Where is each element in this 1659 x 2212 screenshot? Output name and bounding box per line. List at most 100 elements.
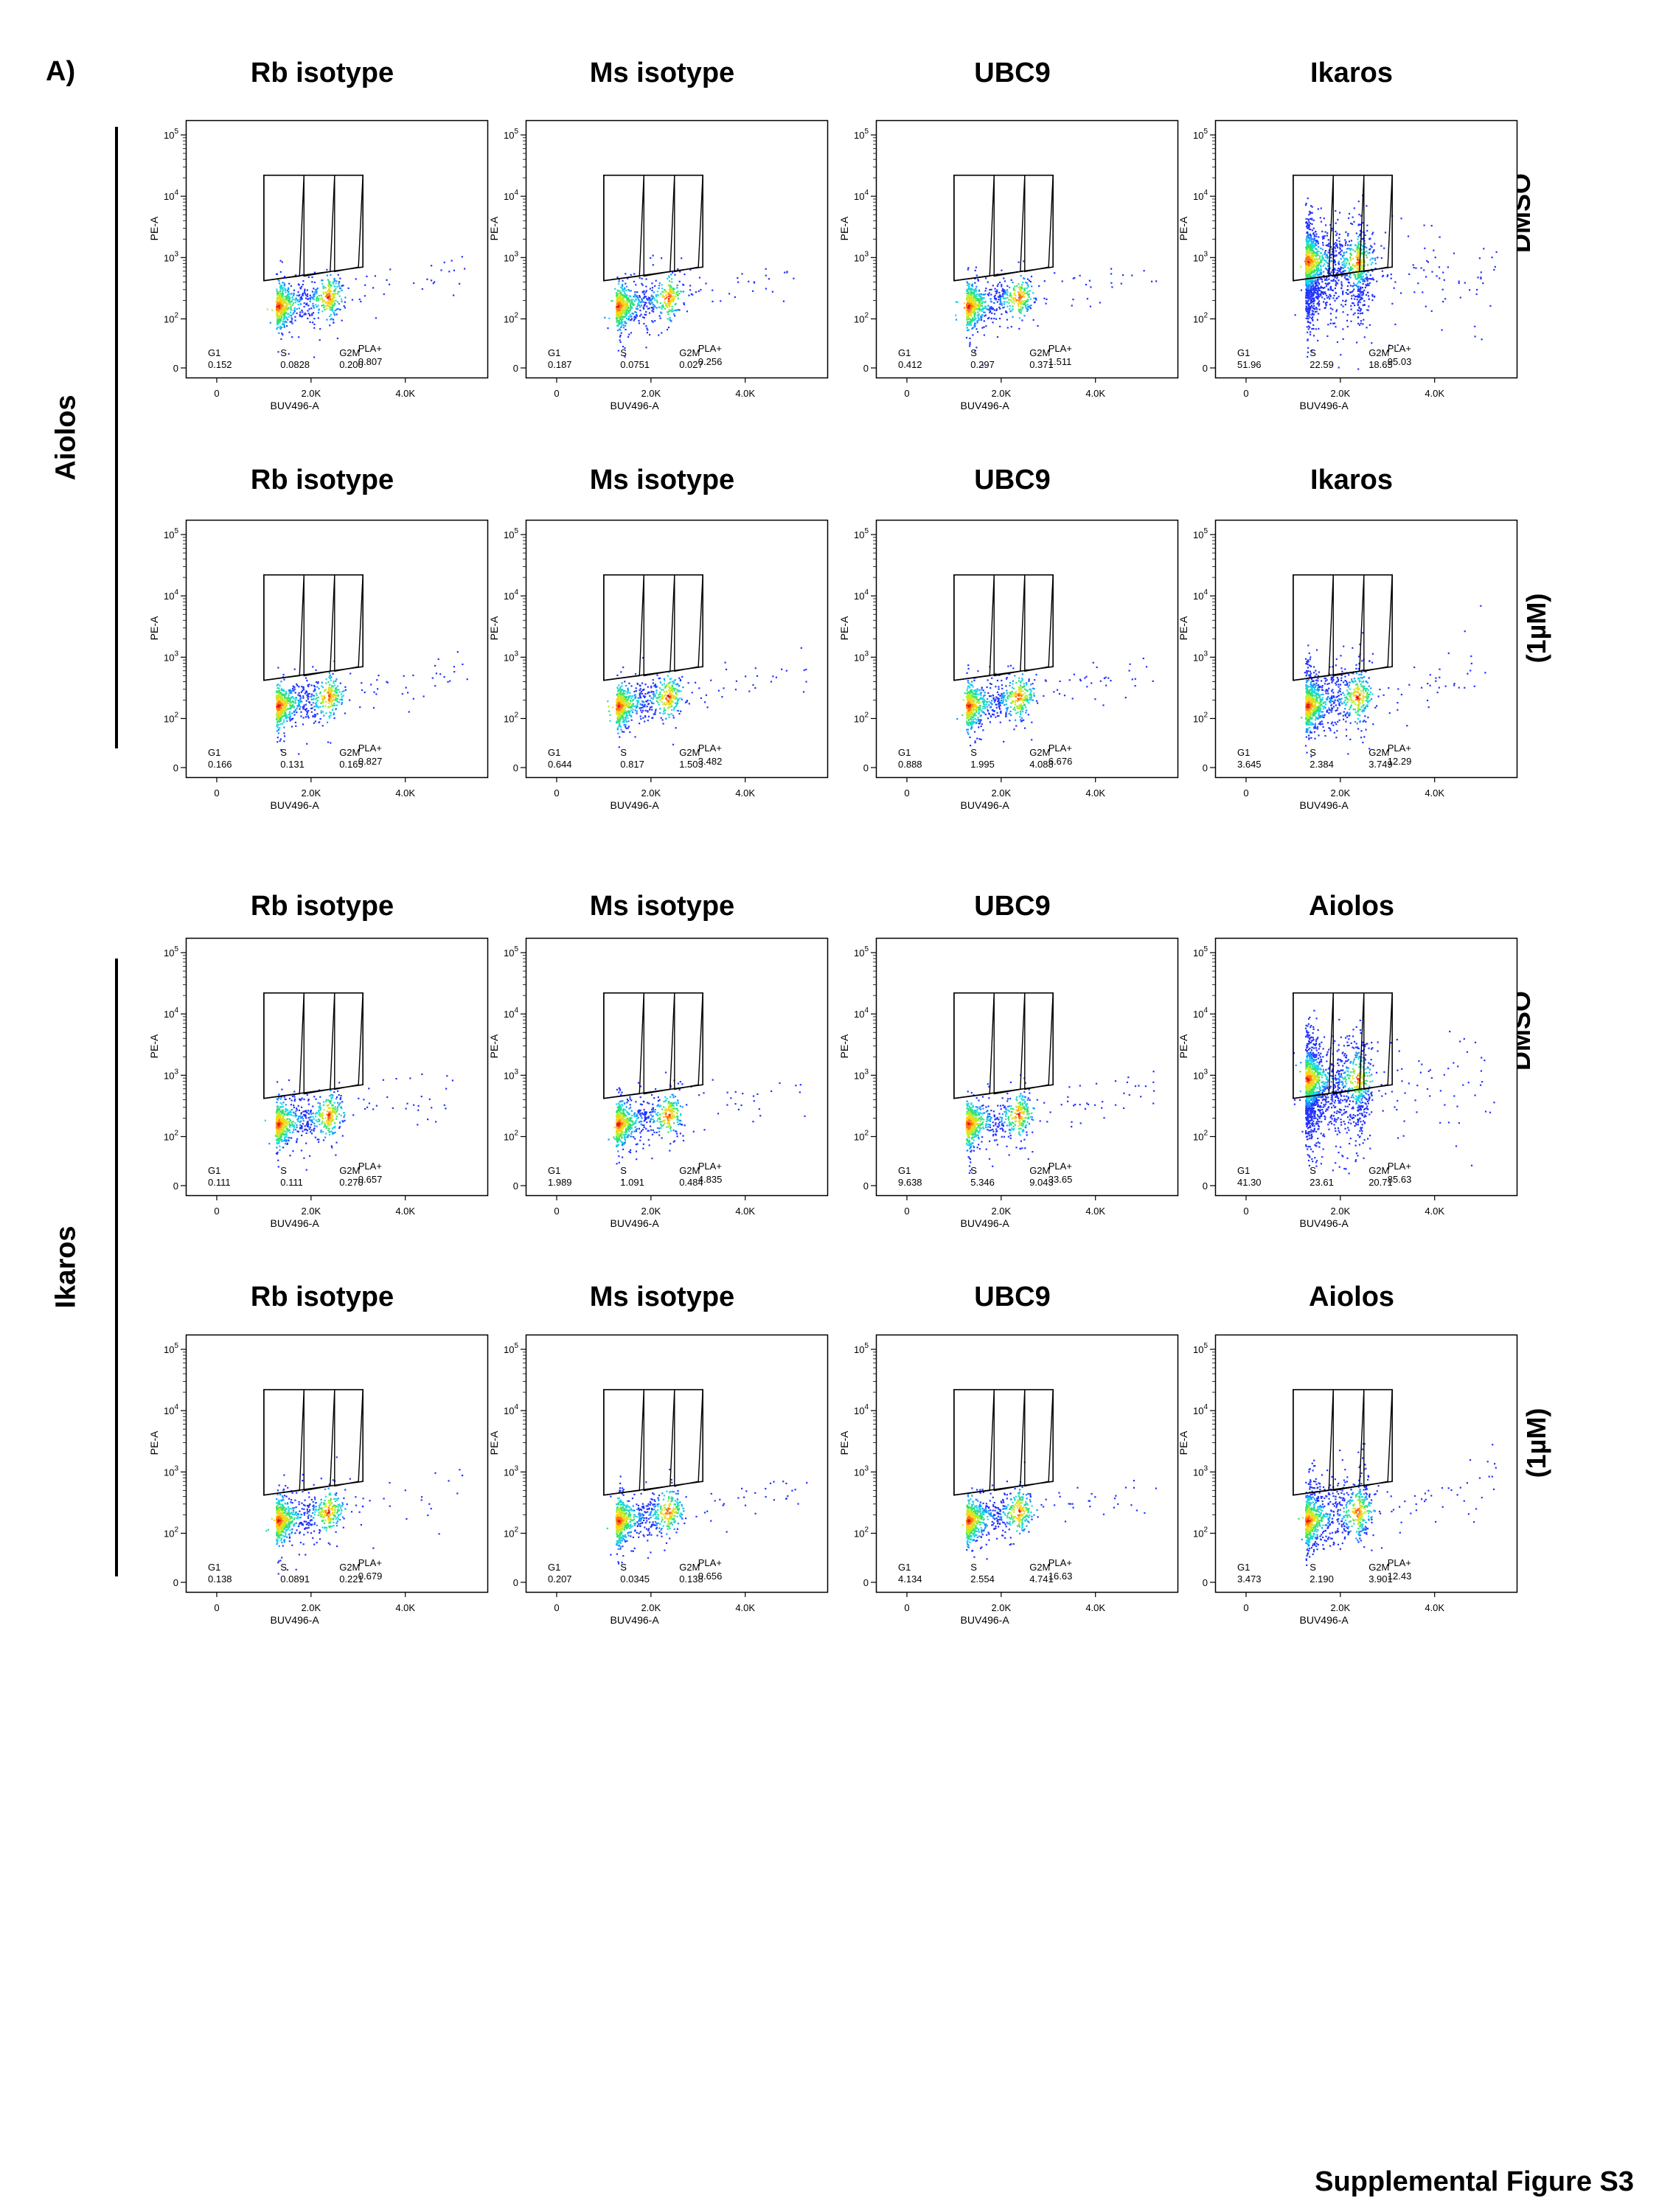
scatter-point <box>1335 285 1337 287</box>
scatter-point <box>431 265 433 267</box>
scatter-point <box>617 293 619 295</box>
scatter-point <box>335 288 337 290</box>
scatter-point <box>1329 307 1332 310</box>
scatter-point <box>321 681 323 684</box>
scatter-point <box>664 302 666 305</box>
scatter-point <box>625 282 627 285</box>
scatter-point <box>1339 247 1341 249</box>
scatter-point <box>1336 232 1338 234</box>
x-tick-label: 0 <box>1243 388 1248 399</box>
scatter-point <box>282 289 285 291</box>
scatter-point <box>386 279 388 281</box>
scatter-point <box>383 293 385 296</box>
scatter-point <box>308 684 310 686</box>
scatter-point <box>635 317 637 319</box>
scatter-point <box>1099 302 1101 304</box>
scatter-point <box>333 690 335 692</box>
scatter-point <box>324 291 327 293</box>
scatter-point <box>1307 297 1309 299</box>
scatter-point <box>282 689 284 692</box>
scatter-point <box>980 293 983 295</box>
scatter-point <box>1354 305 1356 307</box>
scatter-points <box>955 260 1158 366</box>
scatter-point <box>341 699 344 701</box>
scatter-point <box>291 300 293 302</box>
scatter-point <box>969 305 971 307</box>
scatter-point <box>634 300 636 302</box>
scatter-point <box>1006 301 1008 303</box>
scatter-point <box>1310 299 1312 302</box>
scatter-point <box>973 289 976 291</box>
scatter-point <box>1315 273 1318 276</box>
scatter-point <box>279 740 281 742</box>
scatter-point <box>765 274 767 276</box>
scatter-point <box>661 288 664 290</box>
scatter-point <box>626 294 628 296</box>
scatter-point <box>1357 241 1360 243</box>
scatter-point <box>1480 277 1482 279</box>
scatter-point <box>1430 225 1433 227</box>
scatter-point <box>974 350 976 352</box>
scatter-point <box>672 293 675 295</box>
scatter-point <box>1357 312 1360 315</box>
scatter-point <box>1015 300 1018 302</box>
scatter-point <box>987 309 990 311</box>
scatter-point <box>998 299 1000 301</box>
scatter-point <box>1319 255 1321 257</box>
scatter-point <box>293 294 295 296</box>
scatter-point <box>1307 331 1309 333</box>
y-tick-label: 104 <box>1193 189 1208 202</box>
scatter-point <box>280 706 282 709</box>
scatter-point <box>276 687 279 689</box>
scatter-point <box>1035 299 1037 301</box>
scatter-point <box>1357 246 1359 248</box>
scatter-point <box>659 317 661 319</box>
scatter-point <box>1417 282 1419 285</box>
scatter-point <box>283 325 285 327</box>
scatter-point <box>338 282 340 285</box>
scatter-point <box>622 293 624 296</box>
scatter-point <box>989 308 991 310</box>
scatter-point <box>619 318 621 320</box>
scatter-point <box>1343 254 1345 257</box>
scatter-point <box>651 320 653 322</box>
scatter-point <box>1305 221 1308 223</box>
scatter-point <box>289 314 291 316</box>
scatter-point <box>309 297 311 299</box>
scatter-point <box>276 301 278 304</box>
scatter-point <box>317 298 319 300</box>
scatter-point <box>625 303 627 305</box>
scatter-point <box>1320 252 1322 254</box>
scatter-point <box>1415 267 1417 269</box>
scatter-point <box>675 310 678 312</box>
scatter-point <box>421 288 423 291</box>
scatter-point <box>650 299 652 301</box>
scatter-point <box>288 331 291 333</box>
scatter-point <box>1312 335 1315 337</box>
scatter-point <box>969 303 971 305</box>
scatter-point <box>324 705 327 707</box>
scatter-point <box>1352 282 1355 285</box>
scatter-point <box>1350 266 1352 268</box>
scatter-point <box>303 302 305 305</box>
scatter-point <box>1480 276 1482 279</box>
scatter-point <box>1357 289 1360 291</box>
scatter-point <box>279 271 282 273</box>
scatter-point <box>456 651 459 653</box>
scatter-point <box>1034 297 1037 299</box>
scatter-point <box>293 689 295 692</box>
scatter-point <box>1352 302 1354 305</box>
scatter-point <box>646 305 648 307</box>
scatter-point <box>1009 305 1011 307</box>
scatter-point <box>978 313 980 315</box>
scatter-point <box>323 306 325 309</box>
scatter-point <box>332 299 334 302</box>
scatter-point <box>1310 274 1312 276</box>
scatter-point <box>1317 298 1319 300</box>
scatter-point <box>617 302 620 305</box>
scatter-point <box>1352 249 1354 251</box>
scatter-point <box>981 296 984 299</box>
scatter-point <box>955 301 957 303</box>
scatter-point <box>1312 240 1315 243</box>
scatter-point <box>316 292 318 295</box>
